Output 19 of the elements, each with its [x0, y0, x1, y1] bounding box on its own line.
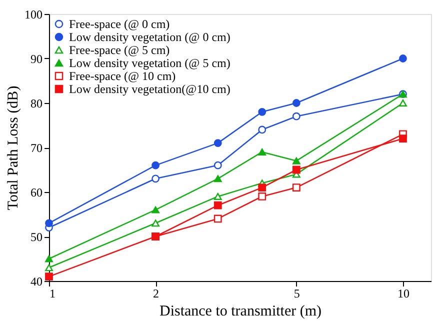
y-tick-label: 40	[30, 274, 42, 288]
x-tick-label: 10	[397, 286, 410, 300]
y-tick-label: 100	[24, 8, 42, 22]
y-tick-label: 70	[30, 141, 42, 155]
y-tick-label: 80	[30, 96, 42, 110]
x-tick-label: 2	[153, 286, 160, 300]
y-tick-label: 50	[30, 230, 42, 244]
y-axis-title: Total Path Loss (dB)	[6, 86, 22, 210]
x-tick-label: 1	[50, 286, 56, 300]
legend-label: Free-space (@ 10 cm)	[69, 69, 176, 83]
legend-label: Low density vegetation (@ 5 cm)	[69, 56, 230, 70]
y-tick-label: 90	[30, 52, 42, 66]
legend-label: Low density vegetation (@ 0 cm)	[69, 30, 230, 44]
legend-label: Free-space (@ 0 cm)	[69, 17, 170, 31]
x-axis-title: Distance to transmitter (m)	[159, 304, 322, 320]
legend-label: Low density vegetation(@10 cm)	[69, 82, 230, 96]
legend-label: Free-space (@ 5 cm)	[69, 43, 170, 57]
x-tick-label: 5	[294, 286, 300, 300]
y-tick-label: 60	[30, 186, 42, 200]
